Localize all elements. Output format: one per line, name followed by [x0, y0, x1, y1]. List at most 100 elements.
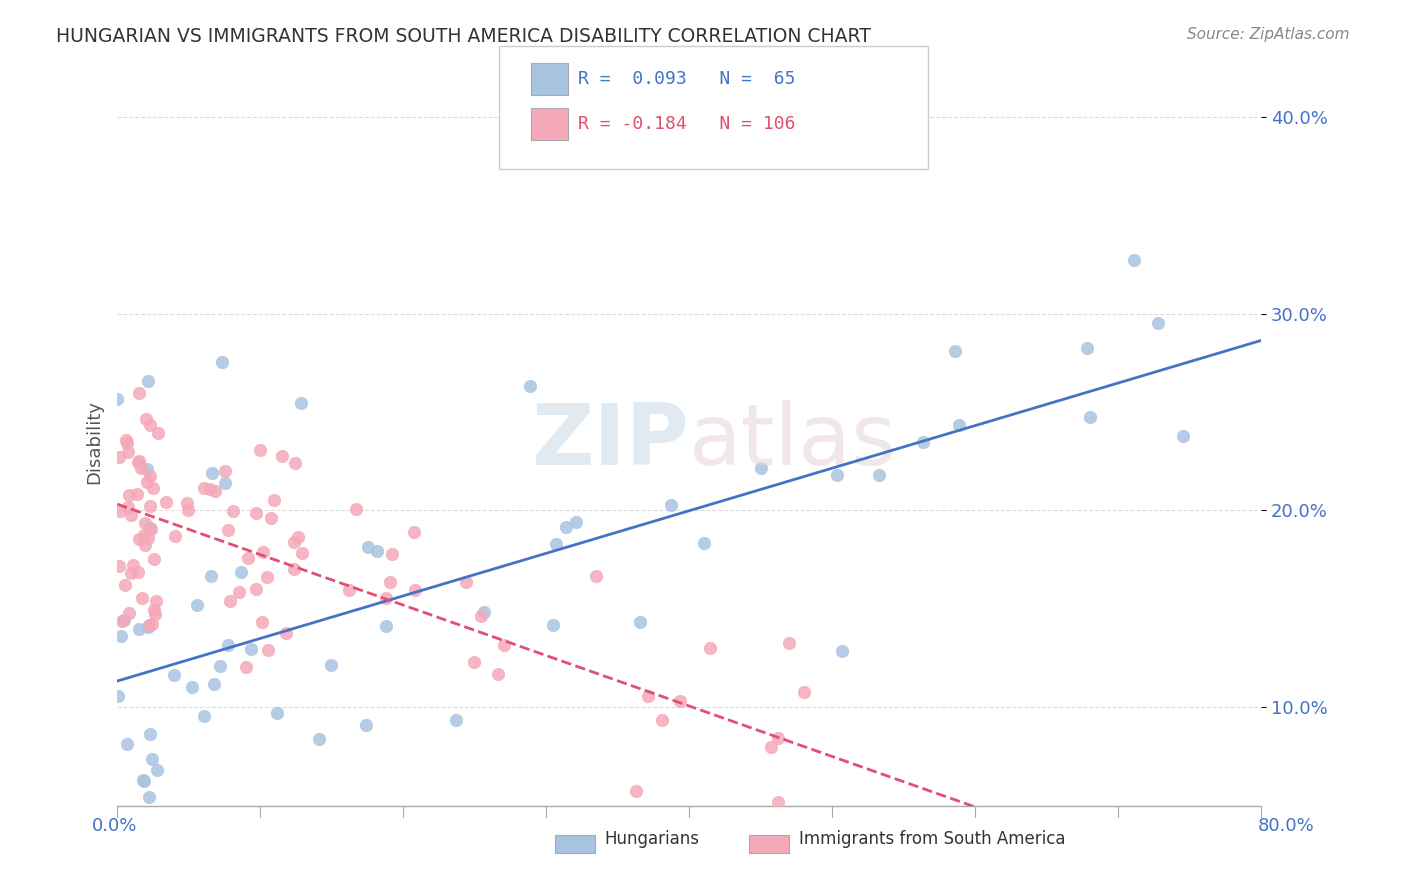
Point — [1123, 252, 1146, 267]
Point — [146, 807, 169, 822]
Point — [122, 558, 145, 573]
Point — [146, 426, 169, 441]
Point — [284, 456, 307, 470]
Point — [235, 659, 257, 673]
Point — [266, 706, 288, 720]
Point — [177, 503, 200, 517]
Text: R = -0.184   N = 106: R = -0.184 N = 106 — [578, 115, 796, 133]
Point — [198, 482, 221, 496]
Point — [308, 732, 330, 747]
Y-axis label: Disability: Disability — [86, 400, 103, 483]
Point — [128, 385, 150, 400]
Point — [344, 501, 367, 516]
Point — [128, 454, 150, 468]
Point — [404, 583, 426, 598]
Point — [290, 396, 312, 410]
Point — [637, 689, 659, 703]
Text: 80.0%: 80.0% — [1258, 817, 1315, 835]
Point — [145, 607, 167, 621]
Point — [120, 566, 142, 580]
Point — [659, 498, 682, 512]
Point — [519, 379, 541, 393]
Point — [672, 838, 695, 852]
Point — [108, 504, 131, 518]
Point — [1146, 316, 1168, 330]
Point — [948, 417, 970, 432]
Point — [163, 528, 186, 542]
Point — [134, 516, 156, 530]
Text: HUNGARIAN VS IMMIGRANTS FROM SOUTH AMERICA DISABILITY CORRELATION CHART: HUNGARIAN VS IMMIGRANTS FROM SOUTH AMERI… — [56, 27, 872, 45]
Point — [141, 616, 163, 631]
Point — [142, 481, 165, 495]
Text: R =  0.093   N =  65: R = 0.093 N = 65 — [578, 70, 796, 88]
Point — [256, 642, 278, 657]
Point — [238, 550, 260, 565]
Point — [139, 727, 162, 741]
Point — [993, 838, 1015, 852]
Point — [990, 838, 1012, 852]
Point — [463, 655, 485, 669]
Point — [139, 417, 162, 432]
Point — [1076, 342, 1098, 356]
Point — [217, 524, 239, 538]
Point — [200, 569, 222, 583]
Point — [963, 837, 986, 851]
Point — [214, 476, 236, 491]
Point — [751, 461, 773, 475]
Point — [668, 694, 690, 708]
Point — [120, 508, 142, 522]
Point — [107, 559, 129, 574]
Point — [252, 545, 274, 559]
Point — [240, 642, 263, 657]
Point — [979, 838, 1001, 852]
Point — [114, 815, 136, 830]
Point — [114, 578, 136, 592]
Point — [115, 737, 138, 751]
Point — [256, 570, 278, 584]
Point — [132, 773, 155, 788]
Point — [486, 666, 509, 681]
Point — [546, 537, 568, 551]
Point — [1152, 838, 1174, 852]
Point — [202, 677, 225, 691]
Point — [651, 714, 673, 728]
Text: Source: ZipAtlas.com: Source: ZipAtlas.com — [1187, 27, 1350, 42]
Point — [157, 818, 180, 832]
Point — [145, 594, 167, 608]
Text: 0.0%: 0.0% — [91, 817, 136, 835]
Point — [943, 343, 966, 358]
Point — [139, 499, 162, 513]
Point — [470, 609, 492, 624]
Point — [565, 516, 588, 530]
Point — [110, 629, 132, 643]
Point — [454, 575, 477, 590]
Point — [139, 521, 162, 535]
Text: ZIP: ZIP — [531, 400, 689, 483]
Point — [176, 496, 198, 510]
Point — [131, 591, 153, 605]
Point — [766, 795, 789, 809]
Text: Immigrants from South America: Immigrants from South America — [799, 830, 1066, 847]
Point — [111, 614, 134, 628]
Point — [141, 752, 163, 766]
Point — [472, 605, 495, 619]
Point — [134, 538, 156, 552]
Point — [134, 774, 156, 789]
Point — [201, 466, 224, 480]
Point — [354, 718, 377, 732]
Point — [628, 615, 651, 629]
Point — [114, 613, 136, 627]
Point — [155, 494, 177, 508]
Point — [136, 620, 159, 634]
Point — [128, 818, 150, 832]
Point — [136, 374, 159, 388]
Point — [260, 510, 283, 524]
Point — [222, 504, 245, 518]
Point — [134, 528, 156, 542]
Point — [1130, 838, 1153, 852]
Point — [186, 598, 208, 612]
Point — [118, 818, 141, 832]
Point — [585, 568, 607, 582]
Point — [219, 593, 242, 607]
Point — [766, 731, 789, 745]
